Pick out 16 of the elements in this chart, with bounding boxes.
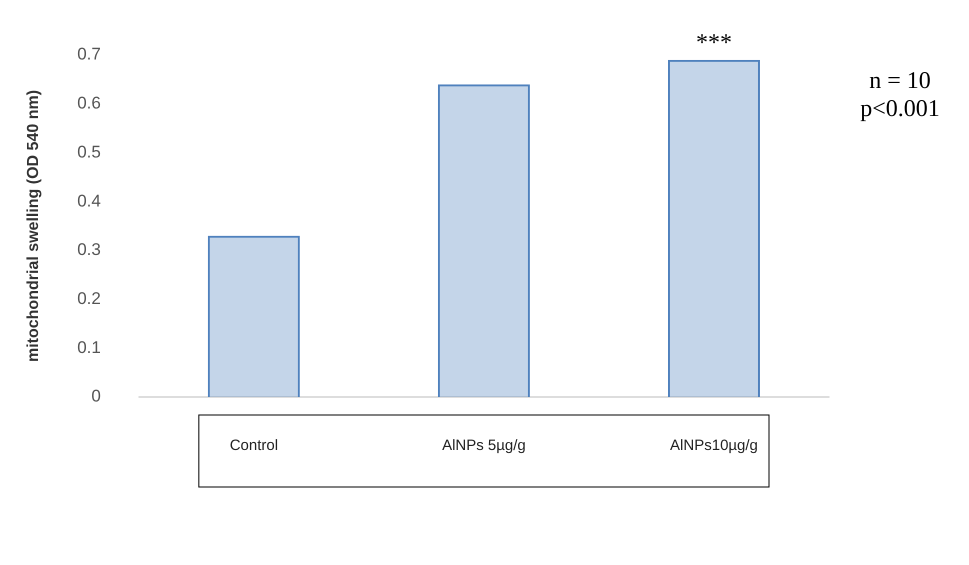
y-tick-label: 0.6 [77, 94, 101, 113]
y-tick-label: 0.2 [77, 288, 101, 308]
y-tick-label: 0 [91, 386, 101, 406]
bar [208, 236, 300, 397]
y-axis-title: mitochondrial swelling (OD 540 nm) [25, 90, 42, 362]
x-tick-label: Control [230, 437, 278, 454]
x-tick-label: AlNPs 5µg/g [442, 437, 526, 454]
annotation: *** [696, 30, 732, 56]
text: p<0.001 [860, 96, 940, 122]
y-tick-label: 0.5 [77, 142, 101, 162]
y-tick-label: 0.3 [77, 240, 101, 260]
text: n = 10 [869, 68, 931, 94]
x-tick-label: AlNPs10µg/g [670, 437, 758, 454]
y-tick-label: 0.4 [77, 191, 101, 210]
y-tick-label: 0.1 [77, 338, 101, 357]
y-tick-label: 0.7 [77, 44, 101, 64]
